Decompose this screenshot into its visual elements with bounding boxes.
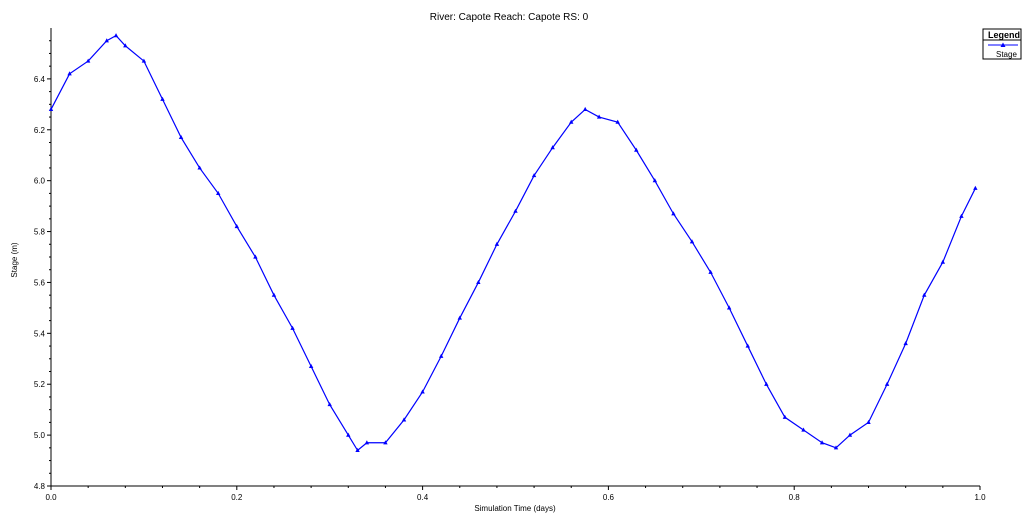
legend: Legend Stage bbox=[982, 28, 1022, 60]
data-point-marker bbox=[113, 33, 119, 38]
data-point-marker bbox=[940, 259, 946, 264]
data-point-marker bbox=[253, 254, 258, 259]
data-point-marker bbox=[494, 241, 500, 246]
data-point-marker bbox=[401, 417, 407, 422]
y-axis-label: Stage (m) bbox=[10, 242, 19, 277]
data-point-marker bbox=[689, 239, 695, 244]
x-tick-label: 0.6 bbox=[603, 493, 615, 502]
data-point-marker bbox=[550, 145, 555, 150]
data-point-marker bbox=[745, 343, 750, 348]
data-point-marker bbox=[652, 178, 658, 183]
series-line-stage bbox=[50, 34, 976, 452]
data-point-marker bbox=[364, 440, 370, 445]
data-point-marker bbox=[801, 427, 806, 432]
y-tick-label: 4.8 bbox=[34, 482, 46, 491]
data-point-marker bbox=[197, 165, 202, 170]
data-point-marker bbox=[513, 208, 518, 213]
x-tick-label: 0.8 bbox=[789, 493, 801, 502]
x-tick-label: 1.0 bbox=[974, 493, 986, 502]
y-tick-label: 6.2 bbox=[34, 126, 46, 135]
y-tick-label: 5.4 bbox=[34, 329, 46, 338]
data-point-marker bbox=[764, 381, 769, 386]
data-point-marker bbox=[104, 38, 109, 43]
data-point-marker bbox=[290, 325, 295, 330]
data-point-marker bbox=[833, 445, 839, 450]
data-point-marker bbox=[355, 447, 360, 452]
data-point-marker bbox=[67, 71, 72, 76]
data-point-marker bbox=[476, 279, 481, 285]
data-point-marker bbox=[782, 414, 788, 419]
data-point-marker bbox=[85, 58, 91, 63]
data-point-marker bbox=[634, 147, 639, 152]
data-point-marker bbox=[903, 341, 908, 346]
data-point-marker bbox=[531, 173, 537, 178]
data-point-marker bbox=[216, 190, 221, 195]
data-point-marker bbox=[959, 213, 964, 218]
x-tick-label: 0.4 bbox=[417, 493, 429, 502]
plot-area: 0.0 0.2 0.4 0.6 0.8 1.0 4.8 5.0 5.2 5.4 5.6 5.8 6.0 6… bbox=[34, 28, 986, 502]
y-tick-label: 6.0 bbox=[34, 177, 46, 186]
chart-title: River: Capote Reach: Capote RS: 0 bbox=[430, 12, 589, 23]
data-point-marker bbox=[847, 432, 853, 437]
legend-box bbox=[982, 28, 1022, 60]
data-point-marker bbox=[973, 185, 978, 190]
data-point-marker bbox=[383, 440, 388, 445]
data-point-marker bbox=[178, 134, 184, 140]
data-point-marker bbox=[438, 353, 444, 358]
data-point-marker bbox=[671, 211, 676, 216]
data-point-marker bbox=[596, 114, 602, 119]
data-point-marker bbox=[327, 402, 332, 407]
x-tick-label: 0.0 bbox=[45, 493, 57, 502]
data-point-marker bbox=[141, 58, 147, 63]
data-point-marker bbox=[615, 119, 620, 124]
y-tick-label: 5.8 bbox=[34, 228, 46, 237]
data-point-marker bbox=[346, 432, 351, 437]
data-point-marker bbox=[160, 96, 165, 101]
data-point-marker bbox=[884, 381, 890, 386]
data-point-marker bbox=[866, 419, 871, 424]
data-point-marker bbox=[48, 106, 54, 112]
data-point-marker bbox=[123, 43, 128, 48]
data-point-marker bbox=[234, 223, 239, 229]
y-tick-label: 6.4 bbox=[34, 75, 46, 84]
data-point-marker bbox=[819, 440, 825, 445]
data-point-marker bbox=[457, 315, 462, 320]
y-tick-label: 5.2 bbox=[34, 380, 46, 389]
data-point-marker bbox=[569, 119, 574, 124]
data-point-marker bbox=[308, 363, 314, 369]
y-tick-label: 5.6 bbox=[34, 278, 46, 287]
data-point-marker bbox=[726, 305, 732, 310]
x-axis-label: Simulation Time (days) bbox=[474, 504, 556, 513]
data-point-marker bbox=[420, 389, 425, 394]
data-point-marker bbox=[582, 106, 588, 112]
data-point-marker bbox=[922, 292, 927, 297]
x-tick-label: 0.2 bbox=[231, 493, 243, 502]
legend-entry-stage: Stage bbox=[996, 50, 1017, 59]
data-point-marker bbox=[708, 269, 713, 274]
legend-title: Legend bbox=[988, 30, 1020, 40]
data-point-marker bbox=[271, 292, 277, 297]
y-tick-label: 5.0 bbox=[34, 431, 46, 440]
legend-marker-triangle-icon bbox=[1000, 42, 1006, 47]
